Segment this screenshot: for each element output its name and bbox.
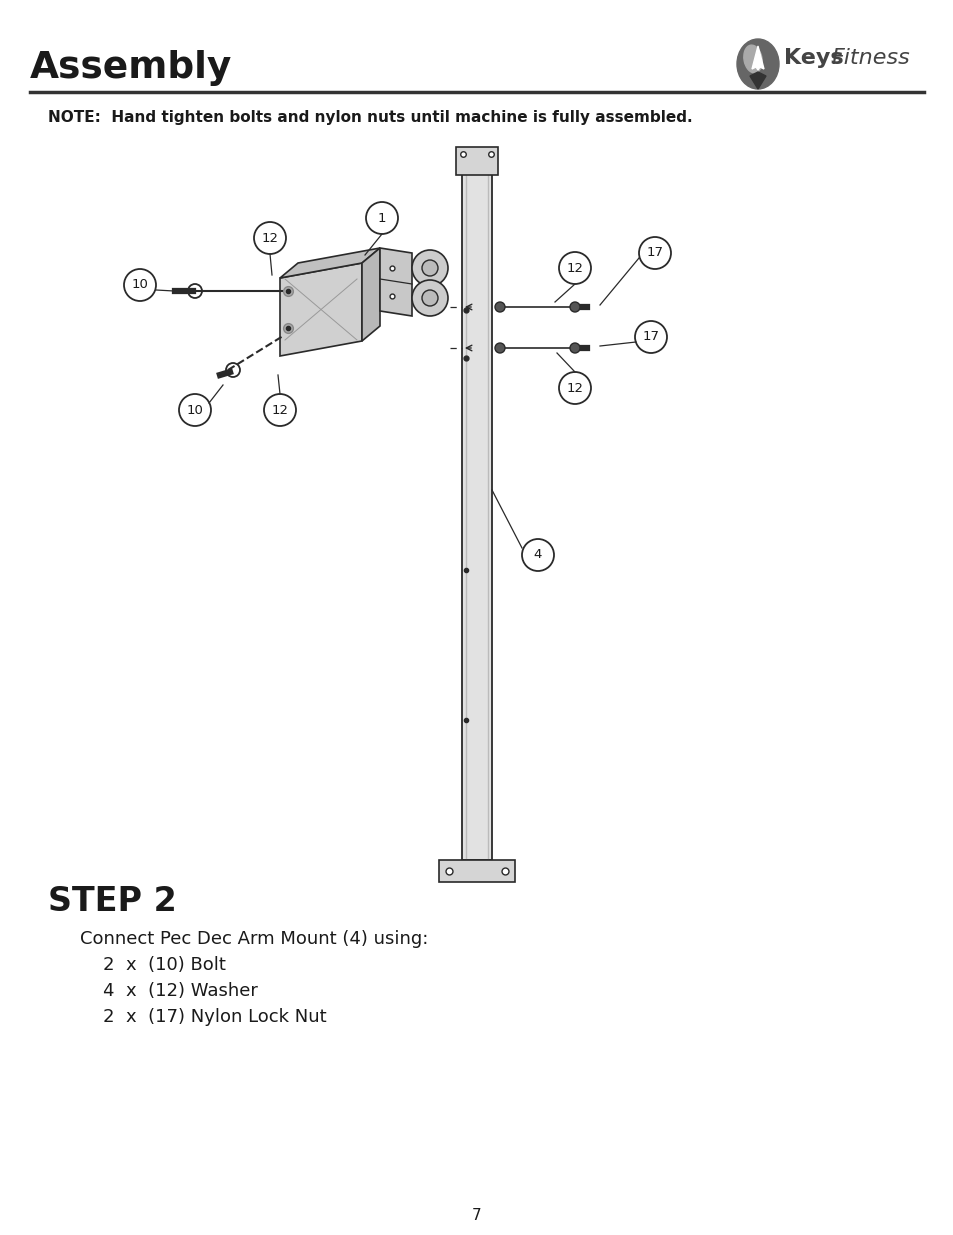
Circle shape — [569, 303, 579, 312]
Text: 4  x  (12) Washer: 4 x (12) Washer — [80, 982, 257, 1000]
Text: 10: 10 — [187, 404, 203, 416]
Bar — [456, 147, 497, 175]
Circle shape — [569, 343, 579, 353]
Text: Fitness: Fitness — [830, 48, 909, 68]
Bar — [438, 860, 515, 882]
Circle shape — [495, 343, 504, 353]
Text: 1: 1 — [377, 211, 386, 225]
Text: 17: 17 — [646, 247, 662, 259]
Circle shape — [412, 280, 448, 316]
Polygon shape — [280, 248, 379, 278]
Text: 12: 12 — [566, 382, 583, 394]
Circle shape — [421, 261, 437, 275]
Polygon shape — [361, 248, 379, 341]
Text: 17: 17 — [641, 331, 659, 343]
Text: Connect Pec Dec Arm Mount (4) using:: Connect Pec Dec Arm Mount (4) using: — [80, 930, 428, 948]
Polygon shape — [749, 72, 765, 89]
Text: 10: 10 — [132, 279, 149, 291]
Text: 2  x  (10) Bolt: 2 x (10) Bolt — [80, 956, 226, 974]
Polygon shape — [751, 46, 763, 70]
Text: 12: 12 — [566, 262, 583, 274]
Text: 2  x  (17) Nylon Lock Nut: 2 x (17) Nylon Lock Nut — [80, 1008, 326, 1026]
Bar — [461, 170, 492, 860]
Polygon shape — [280, 263, 361, 356]
Text: 12: 12 — [261, 231, 278, 245]
Text: Assembly: Assembly — [30, 49, 233, 86]
Ellipse shape — [743, 46, 761, 73]
Circle shape — [412, 249, 448, 287]
Text: 4: 4 — [534, 548, 541, 562]
Circle shape — [421, 290, 437, 306]
Polygon shape — [379, 248, 412, 316]
Text: NOTE:  Hand tighten bolts and nylon nuts until machine is fully assembled.: NOTE: Hand tighten bolts and nylon nuts … — [48, 110, 692, 125]
Text: 12: 12 — [272, 404, 288, 416]
Circle shape — [495, 303, 504, 312]
Text: STEP 2: STEP 2 — [48, 885, 176, 918]
Text: Keys: Keys — [783, 48, 842, 68]
Text: 7: 7 — [472, 1208, 481, 1223]
Ellipse shape — [737, 40, 779, 89]
